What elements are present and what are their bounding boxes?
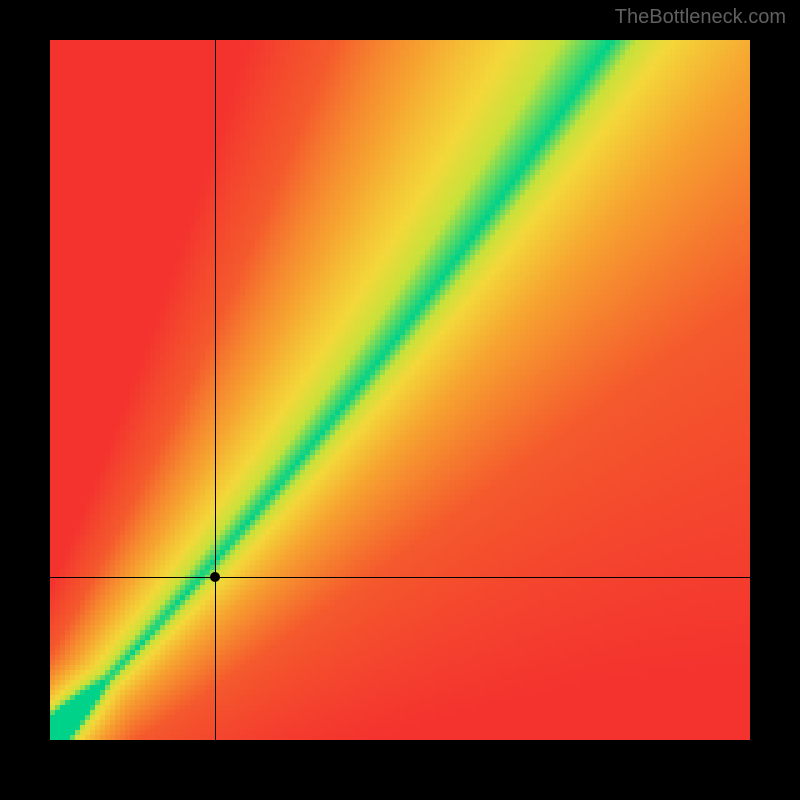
heatmap-canvas <box>50 40 750 740</box>
marker-point <box>210 572 220 582</box>
crosshair-horizontal <box>50 577 750 578</box>
watermark-text: TheBottleneck.com <box>615 6 786 29</box>
heatmap-plot <box>50 40 750 740</box>
crosshair-vertical <box>215 40 216 740</box>
